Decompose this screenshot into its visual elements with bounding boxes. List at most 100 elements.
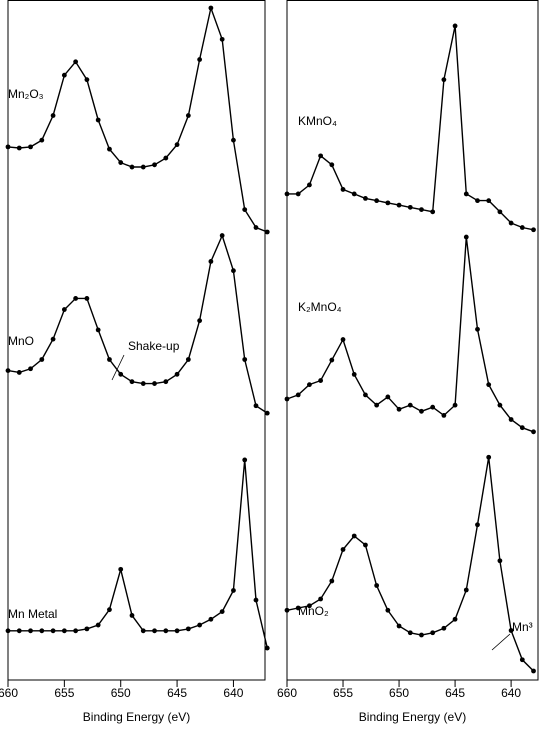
data-point [197,622,203,628]
data-point [208,5,214,11]
spectrum-label: K₂MnO₄ [298,300,342,314]
x-axis-label: Binding Energy (eV) [83,710,190,724]
data-point [486,382,492,388]
data-point [129,379,135,385]
data-point [351,533,357,539]
spectrum-label: KMnO₄ [298,114,337,128]
data-point [163,155,169,161]
data-point [307,382,312,388]
data-point [441,625,447,631]
data-point [318,153,324,159]
annotation: Mn³ [512,620,533,634]
data-point [463,234,469,240]
data-point [531,227,536,233]
data-point [242,357,248,362]
data-point [475,198,480,204]
data-point [107,607,112,613]
data-point [318,378,324,383]
data-point [84,626,90,632]
data-point [50,336,56,342]
data-point [519,225,525,230]
data-point [407,402,413,408]
data-point [419,632,424,638]
data-point [374,198,380,204]
data-point [231,588,236,593]
data-point [50,113,56,118]
data-point [295,392,301,398]
x-tick-label: 655 [54,686,74,700]
data-point [486,454,492,460]
data-point [185,357,191,362]
data-point [28,366,33,372]
data-point [84,296,90,301]
data-point [208,259,214,264]
data-point [174,142,180,148]
data-point [452,402,458,408]
data-point [242,207,248,213]
x-tick-label: 640 [501,686,521,700]
spectrum-label: Mn₂O₃ [8,87,44,101]
data-point [531,429,536,435]
spectrum-line [7,233,268,414]
x-tick-label: 650 [389,686,409,700]
data-point [497,558,503,564]
spectrum-line [286,457,534,672]
data-point [419,408,424,414]
data-point [452,23,458,29]
data-point [497,402,503,408]
data-point [264,645,270,651]
annotation: Shake-up [128,339,180,353]
data-point [39,357,45,362]
spectrum-label: MnO₂ [298,604,329,618]
data-point [208,616,214,622]
data-point [508,220,514,226]
data-point [152,162,157,168]
data-point [419,207,424,213]
data-point [129,164,135,170]
data-point [329,162,335,168]
data-point [242,457,248,463]
data-point [5,628,11,634]
data-point [452,616,458,622]
annotation-arrow [491,633,511,651]
x-tick-label: 645 [445,686,465,700]
data-point [396,406,402,412]
data-point [329,578,335,584]
data-point [16,145,22,151]
data-point [28,628,33,634]
data-point [140,381,146,386]
data-point [463,191,469,197]
data-point [407,204,413,210]
data-point [284,191,290,197]
data-point [407,630,413,636]
panel-frame [7,0,266,681]
x-tick-label: 655 [333,686,353,700]
data-point [340,337,346,342]
spectrum-line [286,237,534,433]
data-point [73,59,79,65]
data-point [61,628,67,634]
data-point [374,402,380,408]
data-point [5,144,11,150]
data-point [95,327,101,333]
annotation-arrow [111,354,125,381]
data-point [107,146,112,152]
data-point [486,198,492,204]
data-point [264,410,270,416]
data-point [61,72,67,78]
data-point [253,597,259,603]
data-point [295,191,301,197]
data-point [463,587,469,593]
data-point [508,628,514,633]
x-tick-label: 660 [277,686,297,700]
data-point [185,626,191,632]
data-point [5,368,11,373]
data-point [39,628,45,634]
data-point [174,371,180,377]
data-point [307,603,312,609]
x-axis-label: Binding Energy (eV) [359,710,466,724]
data-point [307,182,312,188]
data-point [430,630,436,636]
data-point [84,77,90,83]
